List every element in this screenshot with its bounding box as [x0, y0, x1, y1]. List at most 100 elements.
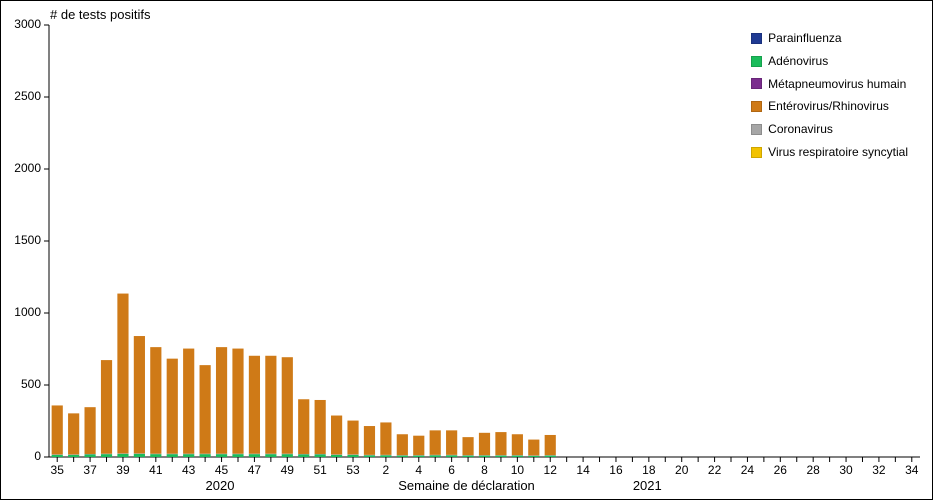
bar-segment [397, 434, 408, 455]
legend-label: Parainfluenza [768, 27, 841, 50]
legend-item: Métapneumovirus humain [751, 73, 908, 96]
x-tick-label: 2 [383, 463, 390, 477]
bar-segment [413, 456, 424, 457]
bar-segment [347, 454, 358, 455]
x-tick-label: 26 [774, 463, 788, 477]
bar-segment [495, 455, 506, 456]
bar-segment [265, 454, 276, 457]
bar-segment [68, 413, 79, 454]
bar-segment [298, 454, 309, 455]
x-tick-label: 45 [215, 463, 229, 477]
bar-segment [331, 454, 342, 455]
x-tick-label: 30 [839, 463, 853, 477]
x-tick-label: 32 [872, 463, 886, 477]
bar-segment [446, 455, 457, 457]
x-axis-title: Semaine de déclaration [1, 478, 932, 493]
legend-item: Parainfluenza [751, 27, 908, 50]
bar-segment [495, 456, 506, 457]
bar-segment [413, 436, 424, 455]
y-axis-title: # de tests positifs [50, 7, 150, 22]
bar-segment [232, 454, 243, 455]
x-tick-label: 14 [576, 463, 590, 477]
bar-segment [134, 454, 145, 457]
chart-area: # de tests positifs 05001000150020002500… [1, 1, 932, 499]
bar-segment [446, 430, 457, 454]
bar-segment [315, 454, 326, 457]
y-tick-label: 2500 [14, 89, 41, 103]
bar-segment [200, 454, 211, 455]
bar-segment [249, 454, 260, 457]
bar-segment [528, 440, 539, 456]
bar-segment [462, 456, 473, 457]
bar-segment [495, 432, 506, 455]
bar-segment [134, 453, 145, 454]
legend-item: Virus respiratoire syncytial [751, 141, 908, 164]
bar-segment [512, 456, 523, 457]
x-tick-label: 16 [609, 463, 623, 477]
y-tick-label: 0 [34, 449, 41, 463]
x-tick-label: 43 [182, 463, 196, 477]
bar-segment [200, 454, 211, 457]
legend-swatch [751, 33, 762, 44]
bar-segment [430, 455, 441, 457]
bar-segment [216, 454, 227, 455]
bar-segment [282, 454, 293, 457]
x-tick-label: 10 [511, 463, 525, 477]
bar-segment [479, 456, 490, 457]
bar-segment [331, 455, 342, 457]
bar-segment [413, 455, 424, 456]
y-tick-label: 1000 [14, 305, 41, 319]
bar-segment [430, 455, 441, 456]
bar-segment [52, 405, 63, 454]
legend-label: Virus respiratoire syncytial [768, 141, 908, 164]
bar-segment [331, 416, 342, 455]
bar-segment [84, 454, 95, 455]
x-tick-label: 22 [708, 463, 722, 477]
bar-segment [84, 407, 95, 454]
year-label: 2020 [206, 478, 235, 493]
legend-swatch [751, 78, 762, 89]
bar-segment [380, 455, 391, 456]
legend-swatch [751, 56, 762, 67]
bar-segment [364, 426, 375, 455]
bar-segment [117, 454, 128, 457]
bar-segment [265, 356, 276, 454]
bar-segment [298, 399, 309, 454]
bar-segment [249, 356, 260, 454]
x-tick-label: 20 [675, 463, 689, 477]
x-tick-label: 39 [116, 463, 130, 477]
bar-segment [216, 454, 227, 457]
bar-segment [183, 454, 194, 455]
bar-segment [282, 357, 293, 453]
y-tick-label: 1500 [14, 233, 41, 247]
bar-segment [183, 349, 194, 454]
bar-segment [545, 456, 556, 457]
bar-segment [364, 455, 375, 457]
bar-segment [150, 454, 161, 457]
bar-segment [216, 347, 227, 454]
x-tick-label: 34 [905, 463, 919, 477]
bar-segment [134, 336, 145, 453]
x-tick-label: 28 [806, 463, 820, 477]
bar-segment [462, 437, 473, 455]
bar-segment [298, 454, 309, 457]
x-tick-label: 47 [248, 463, 262, 477]
x-tick-label: 6 [448, 463, 455, 477]
legend-swatch [751, 124, 762, 135]
legend-label: Métapneumovirus humain [768, 73, 906, 96]
bar-segment [249, 454, 260, 455]
bar-segment [364, 455, 375, 456]
bar-segment [347, 421, 358, 455]
bar-segment [150, 347, 161, 454]
y-tick-label: 500 [21, 377, 41, 391]
legend-label: Adénovirus [768, 50, 828, 73]
bar-segment [68, 454, 79, 455]
x-tick-label: 24 [741, 463, 755, 477]
bar-segment [167, 454, 178, 455]
bar-segment [167, 454, 178, 457]
bar-segment [282, 454, 293, 455]
bar-segment [397, 455, 408, 456]
x-tick-label: 37 [83, 463, 97, 477]
bar-segment [150, 454, 161, 455]
bar-segment [101, 360, 112, 454]
